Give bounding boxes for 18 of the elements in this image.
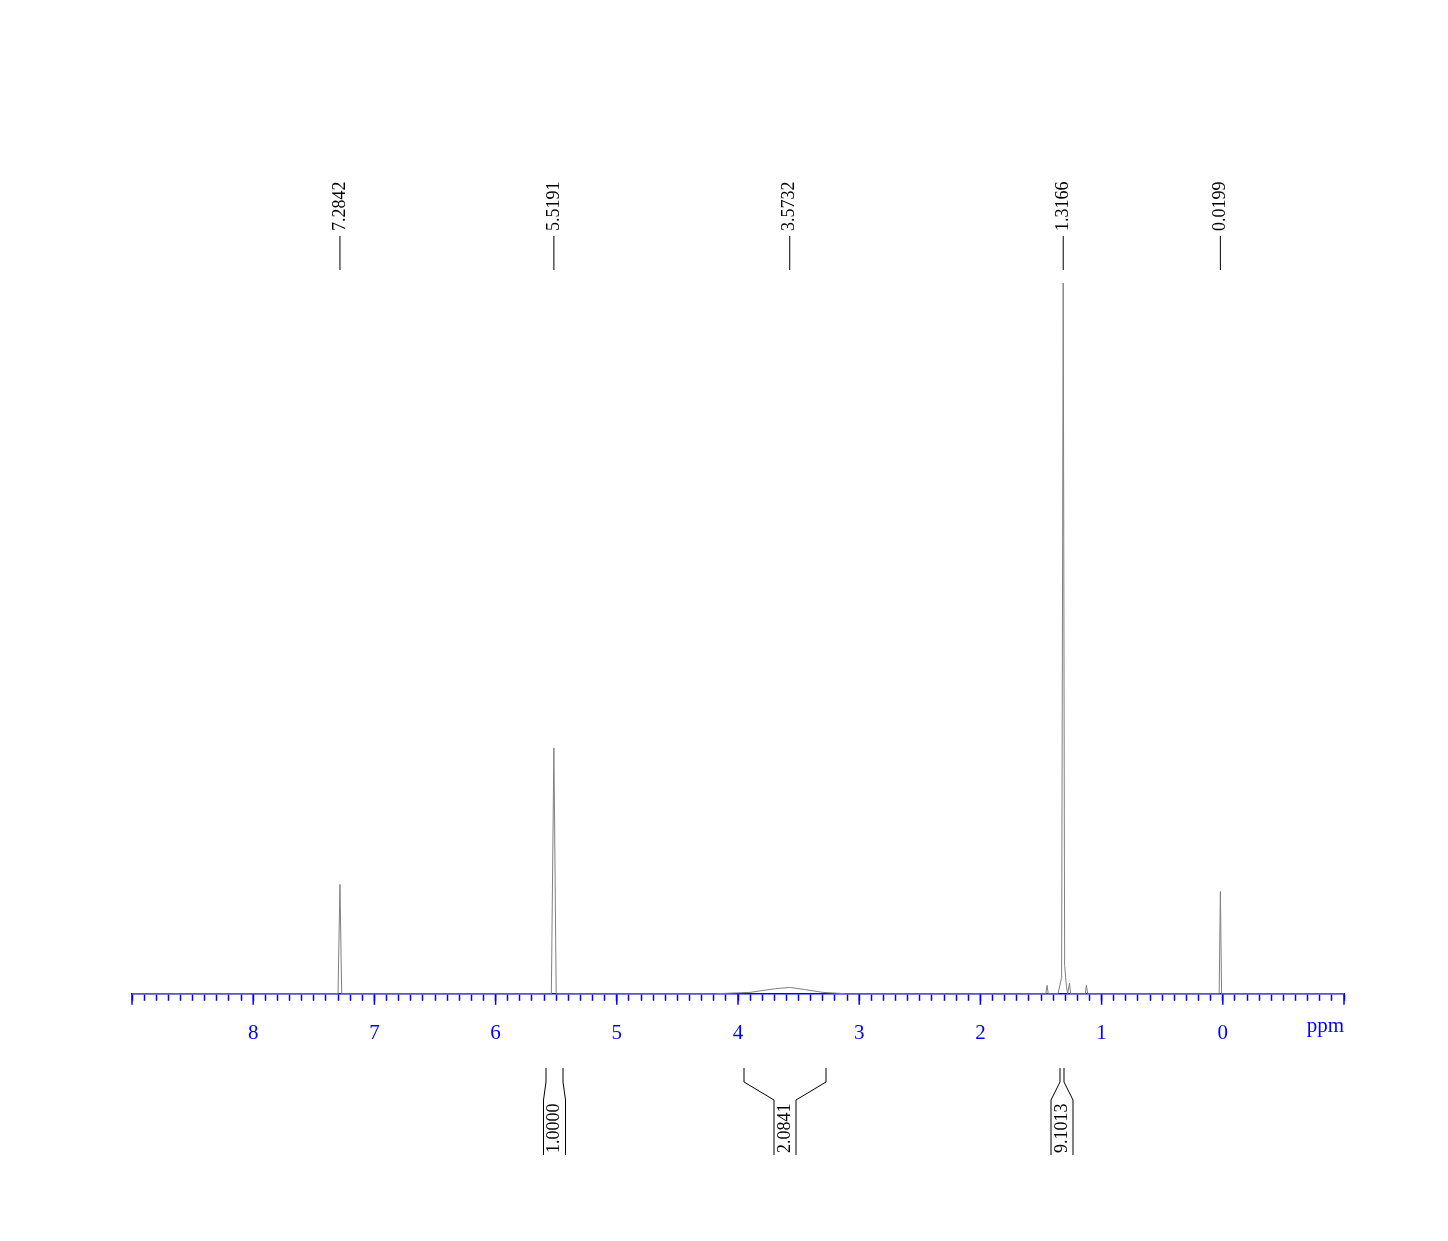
annotation: 5.5191 <box>542 181 563 231</box>
x-tick-label: 2 <box>975 1019 986 1044</box>
text: 1.0000 <box>543 1103 564 1153</box>
x-tick-label: 5 <box>611 1019 623 1044</box>
x-tick-label: 0 <box>1217 1019 1229 1044</box>
annotation: 3.5732 <box>778 181 799 231</box>
x-tick-label: 3 <box>853 1019 865 1044</box>
annotation: 7.2842 <box>328 181 349 231</box>
text: 9.1013 <box>1050 1103 1071 1153</box>
x-tick-label: 1 <box>1096 1019 1107 1044</box>
annotation: 1.3166 <box>1051 181 1072 231</box>
text: 2.0841 <box>773 1103 794 1153</box>
x-tick-label: 7 <box>369 1019 380 1044</box>
x-axis-title: ppm <box>1306 1013 1344 1038</box>
x-tick-label: 8 <box>247 1019 259 1044</box>
x-tick-label: 4 <box>732 1019 744 1044</box>
annotation: 0.0199 <box>1209 181 1230 231</box>
x-tick-label: 6 <box>490 1019 501 1044</box>
